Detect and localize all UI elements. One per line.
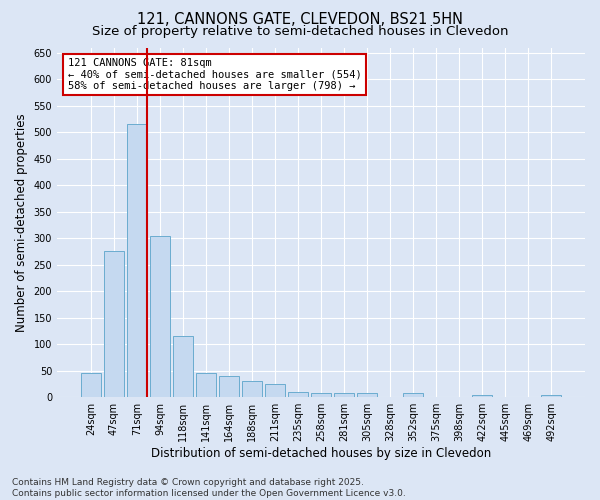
Bar [81, 374, 101, 397]
Text: Contains HM Land Registry data © Crown copyright and database right 2025.
Contai: Contains HM Land Registry data © Crown c… [12, 478, 406, 498]
Bar [127, 124, 146, 397]
Bar [265, 384, 285, 397]
Bar [311, 393, 331, 397]
Bar [173, 336, 193, 397]
Bar [104, 252, 124, 397]
Y-axis label: Number of semi-detached properties: Number of semi-detached properties [15, 113, 28, 332]
Bar [472, 394, 492, 397]
Bar [196, 374, 216, 397]
Text: Size of property relative to semi-detached houses in Clevedon: Size of property relative to semi-detach… [92, 25, 508, 38]
Bar [288, 392, 308, 397]
Text: 121, CANNONS GATE, CLEVEDON, BS21 5HN: 121, CANNONS GATE, CLEVEDON, BS21 5HN [137, 12, 463, 28]
X-axis label: Distribution of semi-detached houses by size in Clevedon: Distribution of semi-detached houses by … [151, 447, 491, 460]
Bar [541, 394, 561, 397]
Text: 121 CANNONS GATE: 81sqm
← 40% of semi-detached houses are smaller (554)
58% of s: 121 CANNONS GATE: 81sqm ← 40% of semi-de… [68, 58, 361, 91]
Bar [242, 382, 262, 397]
Bar [219, 376, 239, 397]
Bar [334, 393, 354, 397]
Bar [403, 393, 423, 397]
Bar [150, 236, 170, 397]
Bar [357, 393, 377, 397]
